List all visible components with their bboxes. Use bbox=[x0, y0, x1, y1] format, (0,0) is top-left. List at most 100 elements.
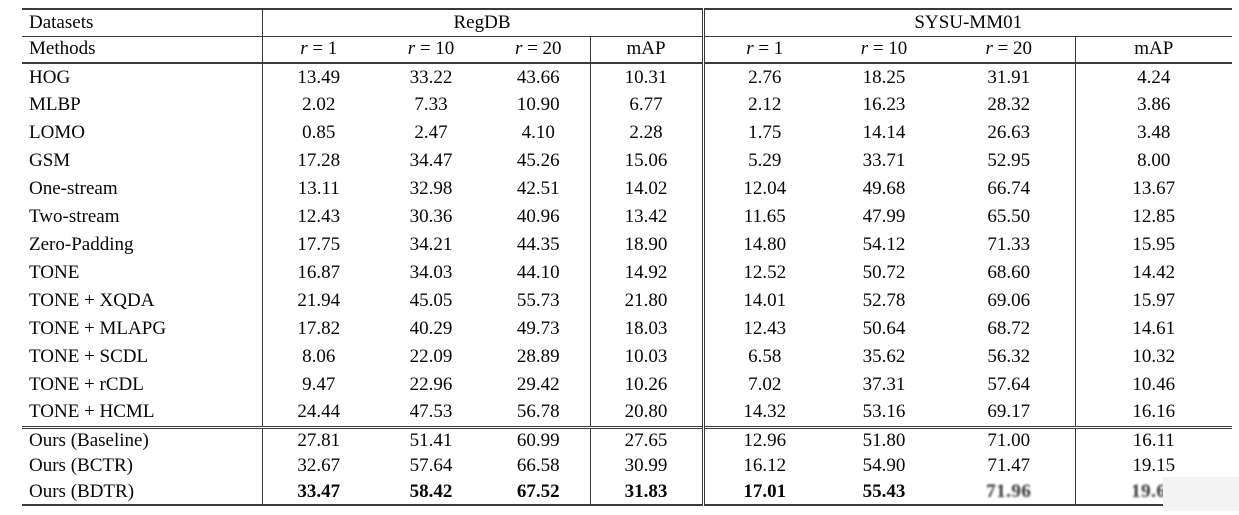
value-cell: 30.99 bbox=[589, 453, 703, 479]
table-row: Ours (BDTR) 33.47 58.42 67.52 31.83 17.01 55.4… bbox=[22, 479, 1233, 505]
value-cell: 14.14 bbox=[862, 122, 906, 143]
dataset-group-sysu-mm01: SYSU-MM01 bbox=[701, 9, 1233, 37]
value-cell: 66.74 bbox=[987, 178, 1031, 199]
value-cell: 16.23 bbox=[862, 94, 906, 115]
r-symbol: r bbox=[300, 38, 308, 60]
value-cell: 20.80 bbox=[589, 399, 703, 427]
rank-value: = 20 bbox=[522, 38, 562, 60]
value-cell: 13.11 bbox=[261, 175, 375, 203]
value-cell: 8.00 bbox=[1074, 147, 1233, 175]
value-cell: 12.52 bbox=[701, 259, 825, 287]
value-cell: 54.90 bbox=[862, 455, 906, 476]
rank-value: = 1 bbox=[753, 38, 784, 60]
value-cell: 16.12 bbox=[701, 453, 825, 479]
value-cell: 2.76 bbox=[701, 63, 825, 91]
value-cell: 71.33 bbox=[987, 234, 1031, 255]
value-cell: 16.11 bbox=[1074, 425, 1233, 453]
table-row: MLBP 2.02 7.33 10.90 6.77 2.12 16.23 28.32 3.86 bbox=[22, 91, 1233, 119]
value-cell: 16.87 bbox=[261, 259, 375, 287]
value-cell: 16.16 bbox=[1074, 399, 1233, 427]
method-cell: One-stream bbox=[29, 178, 118, 199]
value-cell: 9.47 bbox=[261, 371, 375, 399]
value-cell: 24.44 bbox=[261, 399, 375, 427]
value-cell: 14.80 bbox=[701, 231, 825, 259]
method-cell: Two-stream bbox=[29, 206, 120, 227]
table-row: One-stream 13.11 32.98 42.51 14.02 12.04 49.68… bbox=[22, 175, 1233, 203]
value-cell: 10.31 bbox=[589, 63, 703, 91]
col-header-regdb-r10: r = 10 bbox=[375, 36, 487, 64]
value-cell: 13.42 bbox=[589, 203, 703, 231]
value-cell: 28.89 bbox=[516, 346, 560, 367]
value-cell: 21.94 bbox=[261, 287, 375, 315]
value-cell: 17.01 bbox=[701, 479, 825, 505]
value-cell: 13.67 bbox=[1074, 175, 1233, 203]
col-header-sysu-r10: r = 10 bbox=[825, 36, 943, 64]
table-row: TONE 16.87 34.03 44.10 14.92 12.52 50.72 68.60 1… bbox=[22, 259, 1233, 287]
method-cell: TONE + XQDA bbox=[29, 290, 155, 311]
r-symbol: r bbox=[514, 38, 523, 60]
value-cell: 5.29 bbox=[701, 147, 825, 175]
value-cell: 53.16 bbox=[862, 401, 906, 423]
value-cell: 18.03 bbox=[589, 315, 703, 343]
value-cell: 17.75 bbox=[261, 231, 375, 259]
value-cell: 68.72 bbox=[987, 318, 1031, 339]
method-cell: HOG bbox=[29, 66, 71, 88]
value-cell: 14.42 bbox=[1074, 259, 1233, 287]
r-symbol: r bbox=[860, 38, 869, 60]
method-cell: TONE + rCDL bbox=[29, 374, 144, 395]
col-header-sysu-r1: r = 1 bbox=[701, 36, 825, 64]
value-cell: 3.86 bbox=[1074, 91, 1233, 119]
value-cell: 71.00 bbox=[943, 425, 1075, 453]
value-cell: 10.90 bbox=[516, 94, 560, 115]
value-cell: 6.58 bbox=[701, 343, 825, 371]
value-cell: 2.02 bbox=[261, 91, 375, 119]
method-cell: Ours (BCTR) bbox=[29, 455, 133, 476]
value-cell: 11.65 bbox=[701, 203, 825, 231]
value-cell: 33.47 bbox=[261, 479, 375, 505]
col-header-sysu-map: mAP bbox=[1074, 36, 1233, 64]
value-cell: 10.26 bbox=[589, 371, 703, 399]
value-cell: 69.17 bbox=[987, 401, 1031, 423]
value-cell: 57.64 bbox=[409, 455, 453, 476]
value-cell: 44.10 bbox=[516, 262, 560, 283]
value-cell: 28.32 bbox=[987, 94, 1031, 115]
method-cell: Ours (Baseline) bbox=[22, 425, 262, 453]
table-row: TONE + SCDL 8.06 22.09 28.89 10.03 6.58 35.62 5… bbox=[22, 343, 1233, 371]
table-row: TONE + MLAPG 17.82 40.29 49.73 18.03 12.43 50.… bbox=[22, 315, 1233, 343]
col-header-regdb-r1: r = 1 bbox=[261, 36, 375, 64]
value-cell: 51.41 bbox=[375, 425, 487, 453]
value-cell: 49.73 bbox=[516, 318, 560, 339]
value-cell: 40.29 bbox=[409, 318, 453, 339]
value-cell: 18.25 bbox=[862, 66, 906, 88]
col-header-sysu-r20: r = 20 bbox=[943, 36, 1075, 64]
header-row-methods: Methods r = 1 r = 10 r = 20 mAP r = 1 r … bbox=[22, 36, 1233, 64]
value-cell: 15.95 bbox=[1074, 231, 1233, 259]
value-cell: 33.71 bbox=[862, 150, 906, 171]
value-cell: 66.58 bbox=[516, 455, 560, 476]
value-cell: 7.33 bbox=[414, 94, 448, 115]
value-cell: 10.03 bbox=[589, 343, 703, 371]
table-row: LOMO 0.85 2.47 4.10 2.28 1.75 14.14 26.63 3.48 bbox=[22, 119, 1233, 147]
value-cell: 15.97 bbox=[1074, 287, 1233, 315]
rank-value: = 1 bbox=[307, 38, 338, 60]
method-cell: GSM bbox=[29, 150, 71, 171]
value-cell: 14.61 bbox=[1074, 315, 1233, 343]
value-cell: 1.75 bbox=[701, 119, 825, 147]
value-cell: 4.24 bbox=[1074, 63, 1233, 91]
value-cell: 50.72 bbox=[862, 262, 906, 283]
value-cell: 12.96 bbox=[701, 425, 825, 453]
value-cell: 52.95 bbox=[987, 150, 1031, 171]
value-cell: 27.81 bbox=[261, 425, 375, 453]
value-cell: 56.32 bbox=[987, 346, 1031, 367]
value-cell: 12.43 bbox=[701, 315, 825, 343]
value-cell: 17.82 bbox=[261, 315, 375, 343]
value-cell: 55.73 bbox=[516, 290, 560, 311]
value-cell: 8.06 bbox=[261, 343, 375, 371]
value-cell: 58.42 bbox=[409, 480, 453, 502]
method-cell: Zero-Padding bbox=[29, 234, 134, 255]
value-cell: 4.10 bbox=[521, 122, 555, 143]
header-row-datasets: Datasets RegDB SYSU-MM01 bbox=[22, 9, 1233, 37]
rank-value: = 10 bbox=[415, 38, 455, 60]
table-row: Ours (Baseline) 27.81 51.41 60.99 27.65 12.96… bbox=[22, 425, 1233, 453]
